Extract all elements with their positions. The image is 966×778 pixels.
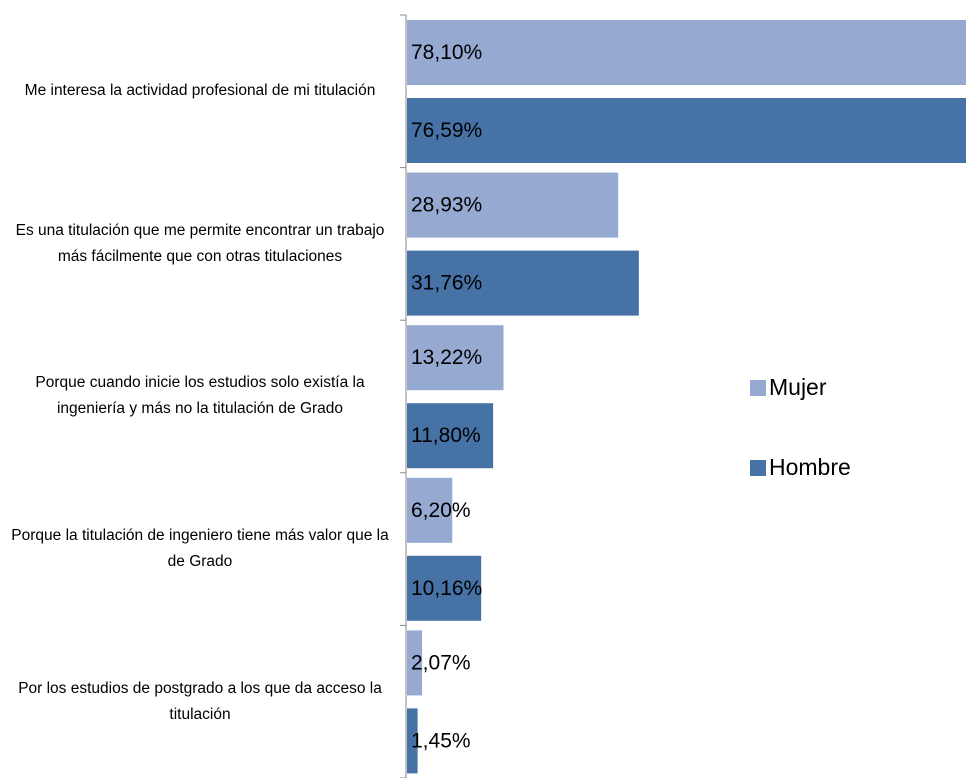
legend-label: Hombre [769,454,851,480]
value-label: 13,22% [411,346,482,369]
bar [407,325,504,391]
value-label: 1,45% [411,729,471,752]
bar [407,708,418,774]
legend-swatch [750,460,766,476]
value-label: 11,80% [411,424,481,447]
bar [407,555,482,621]
legend-swatch [750,380,766,396]
value-label: 2,07% [411,651,471,674]
value-label: 76,59% [411,119,482,142]
value-label: 31,76% [411,272,482,295]
value-label: 6,20% [411,499,471,522]
value-label: 78,10% [411,41,482,64]
category-label: Porque cuando inicie los estudios solo e… [35,374,365,418]
bar [407,630,423,696]
category-label: Es una titulación que me permite encontr… [15,221,385,265]
category-label: Me interesa la actividad profesional de … [24,82,376,100]
category-label: Por los estudios de postgrado a los que … [18,679,382,723]
bar [407,250,639,316]
category-label: Porque la titulación de ingeniero tiene … [11,527,389,571]
bar [407,403,494,469]
bar [407,20,966,85]
value-label: 10,16% [411,577,482,600]
bar [407,98,966,163]
legend-label: Mujer [769,374,827,400]
bar [407,172,619,238]
value-label: 28,93% [411,194,482,217]
bar [407,477,453,543]
